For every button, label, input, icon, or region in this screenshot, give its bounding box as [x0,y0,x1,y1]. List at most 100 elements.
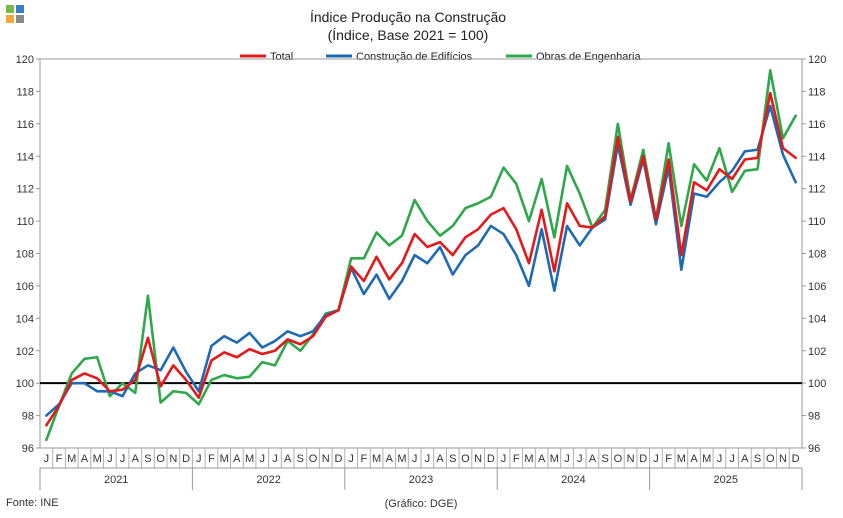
x-month-label: S [754,453,761,465]
x-month-label: J [717,453,723,465]
x-month-label: M [67,453,76,465]
x-year-label: 2023 [409,474,433,486]
x-month-label: A [386,453,394,465]
y-tick-label-right: 108 [808,249,826,261]
x-month-label: D [792,453,800,465]
y-tick-label-right: 96 [808,443,820,455]
x-month-label: F [665,453,672,465]
x-month-label: S [144,453,151,465]
y-tick-label-right: 116 [808,119,826,131]
y-tick-label-left: 114 [16,151,34,163]
logo-square-grey [16,15,24,23]
logo-square-blue [16,5,24,13]
x-month-label: A [538,453,546,465]
legend-label-edificios: Construção de Edifícios [356,51,473,63]
x-month-label: D [487,453,495,465]
y-tick-label-right: 120 [808,54,826,66]
y-tick-label-left: 98 [22,411,34,423]
x-month-label: J [412,453,418,465]
series-line-edificios [45,104,797,417]
y-tick-label-right: 102 [808,346,826,358]
x-month-label: J [729,453,735,465]
x-month-label: A [741,453,749,465]
y-tick-label-left: 106 [16,281,34,293]
legend-item-edificios: Construção de Edifícios [326,51,473,63]
legend: Total Construção de Edifícios Obras de E… [240,51,641,63]
x-month-label: N [779,453,787,465]
y-tick-label-left: 100 [16,378,34,390]
x-month-label: A [132,453,140,465]
y-tick-label-right: 112 [808,184,826,196]
x-month-label: J [425,453,431,465]
x-month-label: A [233,453,241,465]
x-month-label: N [169,453,177,465]
legend-item-total: Total [240,51,293,63]
x-month-label: J [564,453,570,465]
y-tick-label-right: 114 [808,151,826,163]
x-month-label: J [501,453,507,465]
x-month-label: M [220,453,229,465]
y-tick-label-left: 110 [16,216,34,228]
x-month-label: J [44,453,50,465]
y-tick-label-right: 104 [808,313,826,325]
x-month-label: M [372,453,381,465]
y-tick-label-left: 118 [16,86,34,98]
x-year-label: 2022 [256,474,280,486]
x-month-label: J [196,453,202,465]
credit-note: (Gráfico: DGE) [385,498,458,510]
x-year-label: 2024 [561,474,585,486]
x-month-label: M [702,453,711,465]
x-month-label: F [513,453,520,465]
x-month-label: N [322,453,330,465]
logo-square-orange [6,15,14,23]
x-month-label: M [677,453,686,465]
x-month-label: S [601,453,608,465]
x-month-label: M [524,453,533,465]
chart-subtitle: (Índice, Base 2021 = 100) [328,27,489,43]
x-month-label: M [397,453,406,465]
x-month-label: F [208,453,215,465]
x-month-label: O [156,453,165,465]
x-month-label: A [81,453,89,465]
x-month-label: N [627,453,635,465]
y-tick-label-left: 108 [16,249,34,261]
x-month-label: N [474,453,482,465]
legend-label-engenharia: Obras de Engenharia [536,51,641,63]
x-month-label: F [56,453,63,465]
series-line-engenharia [45,69,797,442]
series-layer [45,69,797,442]
x-month-label: J [120,453,126,465]
x-month-label: O [461,453,470,465]
x-month-label: J [260,453,266,465]
y-tick-label-left: 96 [22,443,34,455]
logo-square-green [6,5,14,13]
x-month-label: F [360,453,367,465]
x-month-label: M [245,453,254,465]
x-month-label: M [550,453,559,465]
x-month-label: M [93,453,102,465]
y-tick-label-left: 116 [16,119,34,131]
y-tick-label-left: 112 [16,184,34,196]
axes-layer: 96 96 98 98 100 100 102 102 104 104 106 106 108 108 11… [16,54,826,490]
legend-label-total: Total [270,51,293,63]
legend-item-engenharia: Obras de Engenharia [506,51,641,63]
y-tick-label-left: 104 [16,313,34,325]
y-tick-label-right: 100 [808,378,826,390]
x-month-label: O [309,453,318,465]
plot-frame [39,58,803,449]
x-month-label: S [449,453,456,465]
x-month-label: J [348,453,354,465]
y-tick-label-right: 98 [808,411,820,423]
series-line-total [45,91,797,427]
x-month-label: A [284,453,292,465]
x-month-label: D [334,453,342,465]
x-month-label: A [690,453,698,465]
y-tick-label-right: 110 [808,216,826,228]
x-month-label: J [107,453,113,465]
source-note: Fonte: INE [6,497,59,509]
y-tick-label-left: 120 [16,54,34,66]
y-tick-label-left: 102 [16,346,34,358]
x-month-label: D [182,453,190,465]
x-month-label: D [639,453,647,465]
